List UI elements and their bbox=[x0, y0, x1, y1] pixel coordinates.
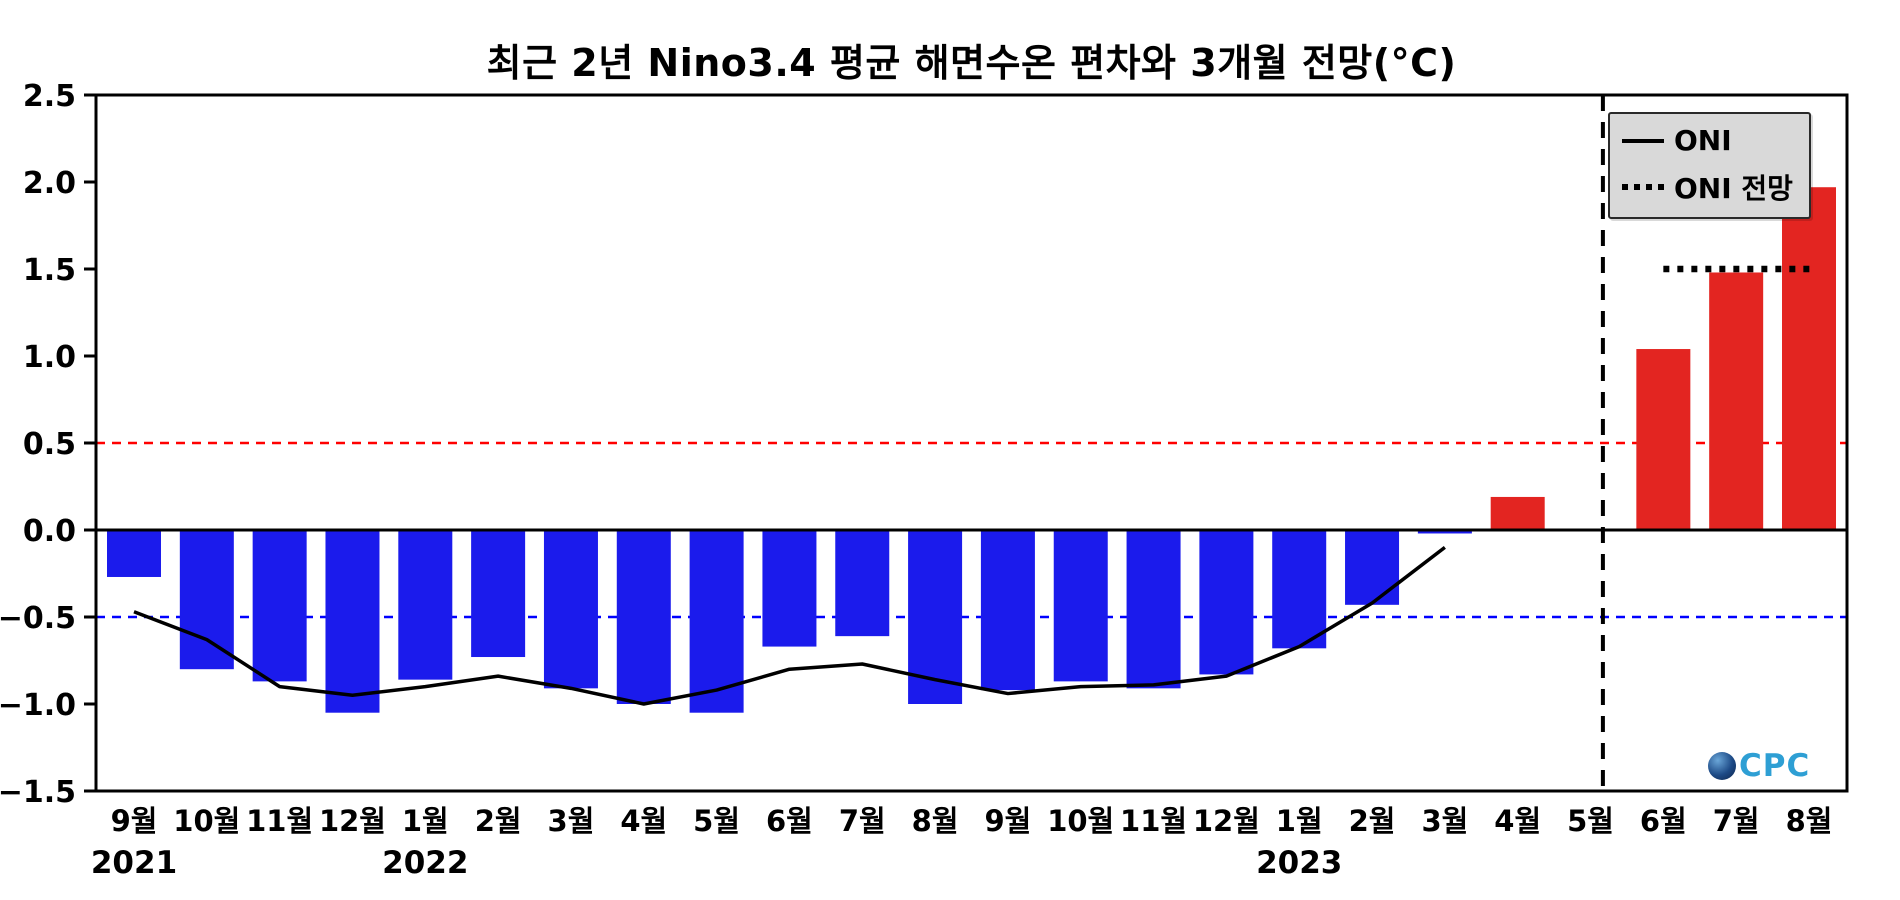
cpc-logo-text: CPC bbox=[1739, 748, 1811, 784]
anomaly-bar bbox=[1053, 530, 1108, 682]
anomaly-bar bbox=[616, 530, 671, 704]
x-tick-label: 8월 bbox=[1786, 804, 1833, 838]
x-tick-label: 7월 bbox=[839, 804, 886, 838]
x-tick-label: 3월 bbox=[1421, 804, 1468, 838]
x-tick-label: 10월 bbox=[173, 804, 240, 838]
anomaly-bar bbox=[325, 530, 380, 713]
x-tick-label: 5월 bbox=[1567, 804, 1614, 838]
anomaly-bar bbox=[1345, 530, 1400, 605]
anomaly-bar bbox=[107, 530, 161, 577]
x-tick-label: 2월 bbox=[1349, 804, 1396, 838]
x-tick-label: 2월 bbox=[475, 804, 522, 838]
legend-label-oni-forecast: ONI 전망 bbox=[1674, 172, 1793, 205]
y-tick-label: 2.5 bbox=[23, 79, 76, 114]
y-tick-label: 2.0 bbox=[23, 166, 76, 201]
legend-label-oni: ONI bbox=[1674, 124, 1732, 157]
legend: ONI ONI 전망 bbox=[1608, 112, 1811, 219]
anomaly-bar bbox=[980, 530, 1035, 691]
anomaly-bar bbox=[762, 530, 817, 647]
anomaly-bar bbox=[252, 530, 307, 682]
chart-title: 최근 2년 Nino3.4 평균 해면수온 편차와 3개월 전망(°C) bbox=[486, 41, 1457, 85]
y-tick-label: 0.0 bbox=[23, 514, 76, 549]
x-tick-label: 9월 bbox=[984, 804, 1031, 838]
x-tick-label: 11월 bbox=[246, 804, 313, 838]
anomaly-bar bbox=[179, 530, 234, 670]
anomaly-bar bbox=[1126, 530, 1181, 689]
y-tick-label: 1.5 bbox=[23, 253, 76, 288]
anomaly-bar bbox=[543, 530, 598, 689]
x-tick-label: 1월 bbox=[1276, 804, 1323, 838]
y-tick-label: −0.5 bbox=[0, 601, 76, 636]
x-tick-label: 8월 bbox=[912, 804, 959, 838]
y-tick-label: 0.5 bbox=[23, 427, 76, 462]
legend-item-oni-forecast: ONI 전망 bbox=[1622, 167, 1793, 207]
x-tick-label: 4월 bbox=[620, 804, 667, 838]
x-tick-label: 11월 bbox=[1120, 804, 1187, 838]
oni-line bbox=[133, 546, 1446, 706]
x-tick-label: 5월 bbox=[693, 804, 740, 838]
x-tick-label: 6월 bbox=[766, 804, 813, 838]
anomaly-bar bbox=[398, 530, 453, 680]
anomaly-bar bbox=[689, 530, 744, 713]
anomaly-bar bbox=[1199, 530, 1254, 675]
x-tick-label: 10월 bbox=[1047, 804, 1114, 838]
x-tick-label: 7월 bbox=[1713, 804, 1760, 838]
year-label: 2023 bbox=[1256, 845, 1342, 881]
anomaly-bar bbox=[835, 530, 890, 637]
y-tick-label: 1.0 bbox=[23, 340, 76, 375]
legend-item-oni: ONI bbox=[1622, 124, 1793, 157]
globe-icon bbox=[1708, 752, 1736, 780]
anomaly-bar bbox=[1417, 530, 1472, 534]
x-tick-label: 4월 bbox=[1494, 804, 1541, 838]
x-tick-label: 9월 bbox=[111, 804, 158, 838]
y-tick-label: −1.0 bbox=[0, 688, 76, 723]
x-tick-label: 12월 bbox=[319, 804, 386, 838]
x-tick-label: 12월 bbox=[1193, 804, 1260, 838]
x-tick-label: 3월 bbox=[548, 804, 595, 838]
anomaly-bar bbox=[1272, 530, 1327, 649]
x-tick-label: 1월 bbox=[402, 804, 449, 838]
y-tick-label: −1.5 bbox=[0, 775, 76, 810]
oni-dotted-line-swatch bbox=[1622, 184, 1664, 190]
anomaly-bar bbox=[1709, 272, 1764, 530]
oni-solid-line-swatch bbox=[1622, 138, 1664, 143]
anomaly-bar bbox=[1782, 187, 1836, 530]
x-tick-label: 6월 bbox=[1640, 804, 1687, 838]
anomaly-bar bbox=[471, 530, 526, 658]
anomaly-bar bbox=[1636, 349, 1691, 530]
cpc-logo: CPC bbox=[1708, 748, 1810, 784]
year-label: 2021 bbox=[91, 845, 177, 881]
year-label: 2022 bbox=[382, 845, 468, 881]
anomaly-bar bbox=[1490, 496, 1545, 530]
